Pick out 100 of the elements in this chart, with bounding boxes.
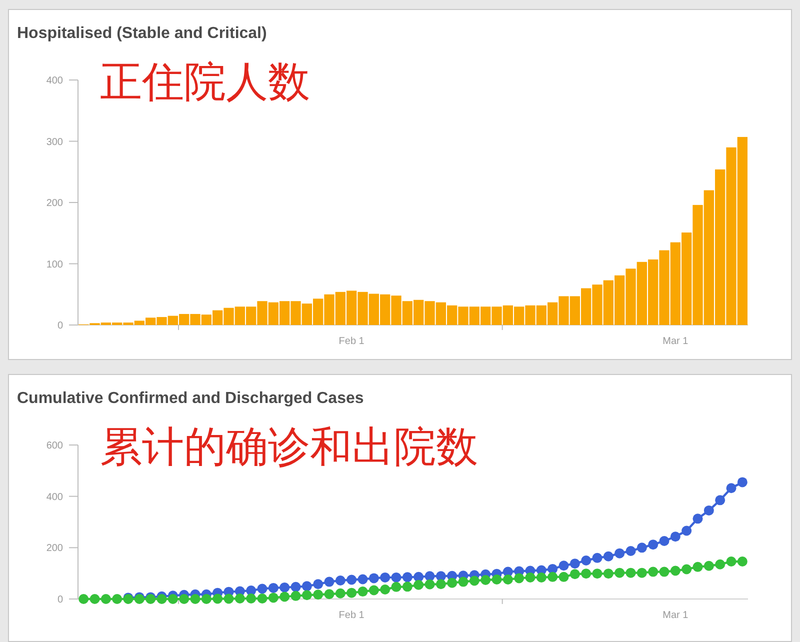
point — [402, 582, 412, 592]
point — [179, 594, 190, 604]
y-tick-label: 600 — [46, 440, 64, 452]
point — [692, 562, 703, 572]
point — [670, 532, 680, 542]
point — [358, 586, 368, 597]
point — [280, 592, 290, 602]
point — [558, 572, 569, 582]
point — [391, 582, 402, 592]
point — [402, 572, 412, 582]
point — [380, 572, 390, 582]
point — [670, 566, 680, 576]
point — [234, 593, 245, 604]
point — [90, 594, 100, 604]
point — [335, 588, 346, 598]
x-tick-label: Mar 1 — [662, 610, 689, 621]
point — [268, 582, 278, 593]
point — [212, 594, 223, 604]
point — [603, 568, 614, 579]
point — [380, 584, 390, 595]
point — [458, 576, 468, 587]
point — [335, 576, 346, 586]
point — [268, 592, 278, 603]
point — [603, 551, 614, 562]
point — [558, 560, 569, 571]
point — [704, 505, 714, 516]
point — [424, 579, 435, 590]
point — [257, 584, 268, 594]
point — [358, 574, 368, 584]
point — [626, 568, 636, 578]
y-tick-label: 0 — [57, 320, 64, 332]
point — [581, 568, 592, 579]
point — [514, 573, 524, 584]
point — [648, 566, 658, 577]
chart-title: Hospitalised (Stable and Critical) — [17, 25, 267, 42]
chart-title: Cumulative Confirmed and Discharged Cases — [17, 390, 364, 407]
point — [502, 574, 513, 584]
point — [726, 483, 736, 494]
point — [436, 579, 446, 590]
point — [246, 593, 256, 604]
point — [592, 568, 602, 579]
point — [112, 594, 122, 604]
point — [525, 572, 536, 582]
point — [290, 582, 301, 592]
point — [737, 556, 748, 567]
point — [324, 589, 334, 600]
point — [313, 590, 324, 600]
point — [346, 574, 357, 585]
y-tick-label: 0 — [57, 594, 64, 606]
x-tick-label: Feb 1 — [338, 336, 365, 347]
point — [324, 576, 334, 587]
point — [636, 542, 647, 553]
point — [190, 594, 200, 604]
point — [626, 546, 636, 556]
point — [100, 594, 111, 604]
point — [704, 560, 714, 571]
point — [224, 594, 234, 604]
point — [447, 578, 458, 588]
chart-subtitle: 累计的确诊和出院数 — [100, 423, 478, 470]
point — [614, 548, 625, 558]
point — [682, 526, 692, 536]
point — [368, 585, 379, 596]
point — [156, 594, 167, 604]
y-tick-label: 400 — [46, 76, 64, 86]
point — [636, 568, 647, 578]
y-tick-label: 200 — [46, 198, 64, 209]
point — [570, 558, 580, 569]
point — [480, 575, 491, 586]
y-tick-label: 400 — [46, 492, 64, 503]
point — [78, 594, 89, 604]
point — [715, 495, 726, 506]
point — [614, 568, 625, 578]
point — [682, 564, 692, 574]
chart-subtitle: 正住院人数 — [100, 58, 310, 105]
point — [469, 576, 480, 586]
point — [726, 556, 736, 567]
point — [391, 572, 402, 582]
point — [592, 552, 602, 563]
point — [280, 582, 290, 592]
point — [737, 477, 748, 488]
point — [581, 556, 592, 566]
point — [346, 588, 357, 598]
point — [368, 573, 379, 584]
y-tick-label: 200 — [46, 543, 64, 554]
x-tick-label: Mar 1 — [662, 336, 689, 347]
y-tick-label: 300 — [46, 136, 64, 148]
point — [659, 536, 670, 546]
point — [570, 569, 580, 580]
point — [492, 574, 502, 584]
point — [168, 594, 178, 604]
point — [302, 581, 312, 592]
point — [659, 566, 670, 577]
point — [715, 559, 726, 570]
point — [302, 590, 312, 600]
point — [257, 593, 268, 604]
point — [201, 594, 212, 604]
point — [692, 514, 703, 524]
y-tick-label: 100 — [46, 259, 64, 270]
point — [648, 540, 658, 550]
point — [536, 572, 546, 582]
